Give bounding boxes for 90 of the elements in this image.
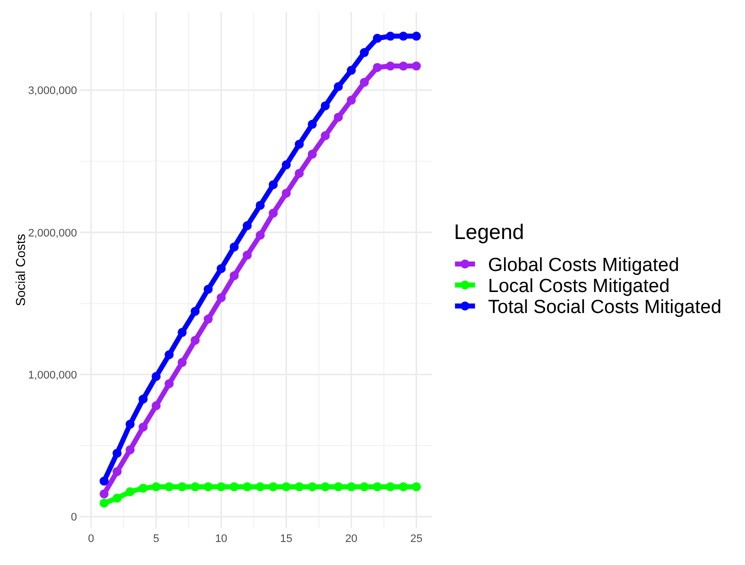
x-tick-label: 0 [88, 533, 94, 545]
point [372, 482, 382, 492]
legend-label: Local Costs Mitigated [488, 276, 670, 297]
point [216, 264, 226, 274]
y-axis-title: Social Costs [13, 233, 28, 306]
point [308, 482, 317, 492]
point [372, 62, 382, 72]
point [320, 101, 330, 110]
point [256, 482, 265, 492]
point [360, 78, 369, 87]
point [216, 293, 226, 302]
x-tick-label: 20 [345, 533, 358, 545]
point [268, 208, 278, 218]
point [294, 168, 304, 178]
point [164, 379, 174, 388]
point [282, 188, 291, 198]
point [242, 221, 252, 230]
point [308, 120, 317, 129]
point [112, 467, 122, 476]
point [268, 482, 278, 492]
x-tick-label: 25 [410, 533, 423, 545]
point [100, 476, 109, 486]
point [230, 482, 239, 492]
point [152, 482, 161, 492]
point [190, 306, 200, 316]
point [398, 482, 408, 492]
point [256, 200, 265, 210]
point [412, 62, 421, 71]
point [398, 32, 408, 41]
point [100, 489, 109, 498]
point [126, 487, 135, 496]
x-tick-label: 15 [280, 533, 292, 545]
point [216, 482, 226, 492]
point [334, 82, 343, 92]
point [412, 482, 421, 492]
point [386, 62, 395, 71]
point [152, 372, 161, 381]
point [112, 494, 122, 503]
point [152, 401, 161, 410]
point [112, 448, 122, 458]
point [178, 358, 187, 367]
point [372, 34, 382, 43]
point [346, 96, 356, 105]
point [294, 140, 304, 149]
legend-label: Global Costs Mitigated [488, 255, 680, 276]
point [282, 160, 291, 170]
point [320, 131, 330, 140]
point [138, 484, 148, 493]
point [346, 482, 356, 492]
point [398, 62, 408, 71]
point [178, 482, 187, 492]
y-tick-label: 2,000,000 [28, 227, 77, 240]
point [294, 482, 304, 492]
point [386, 32, 395, 41]
point [190, 336, 200, 345]
point [204, 284, 213, 294]
point [308, 150, 317, 159]
point [126, 420, 135, 429]
point [204, 314, 213, 324]
point [268, 180, 278, 190]
point [334, 482, 343, 492]
point [320, 482, 330, 492]
x-tick-label: 10 [215, 533, 228, 545]
point [386, 482, 395, 492]
point [178, 328, 187, 337]
point [164, 482, 174, 492]
point [346, 66, 356, 75]
legend-label: Total Social Costs Mitigated [488, 297, 722, 318]
point [360, 482, 369, 492]
x-tick-label: 5 [153, 533, 160, 545]
point [282, 482, 291, 492]
y-tick-label: 0 [70, 512, 77, 524]
point [204, 482, 213, 492]
point [242, 482, 252, 492]
point [100, 498, 109, 508]
point [164, 350, 174, 360]
point [190, 482, 200, 492]
legend-title: Legend [454, 221, 524, 244]
point [138, 422, 148, 432]
point [138, 394, 148, 404]
point [334, 112, 343, 122]
point [230, 271, 239, 280]
point [256, 230, 265, 240]
point [242, 250, 252, 260]
point [126, 445, 135, 454]
y-tick-label: 3,000,000 [28, 85, 77, 98]
point [360, 48, 369, 58]
point [412, 32, 421, 41]
point [230, 242, 239, 252]
y-tick-label: 1,000,000 [28, 369, 77, 382]
